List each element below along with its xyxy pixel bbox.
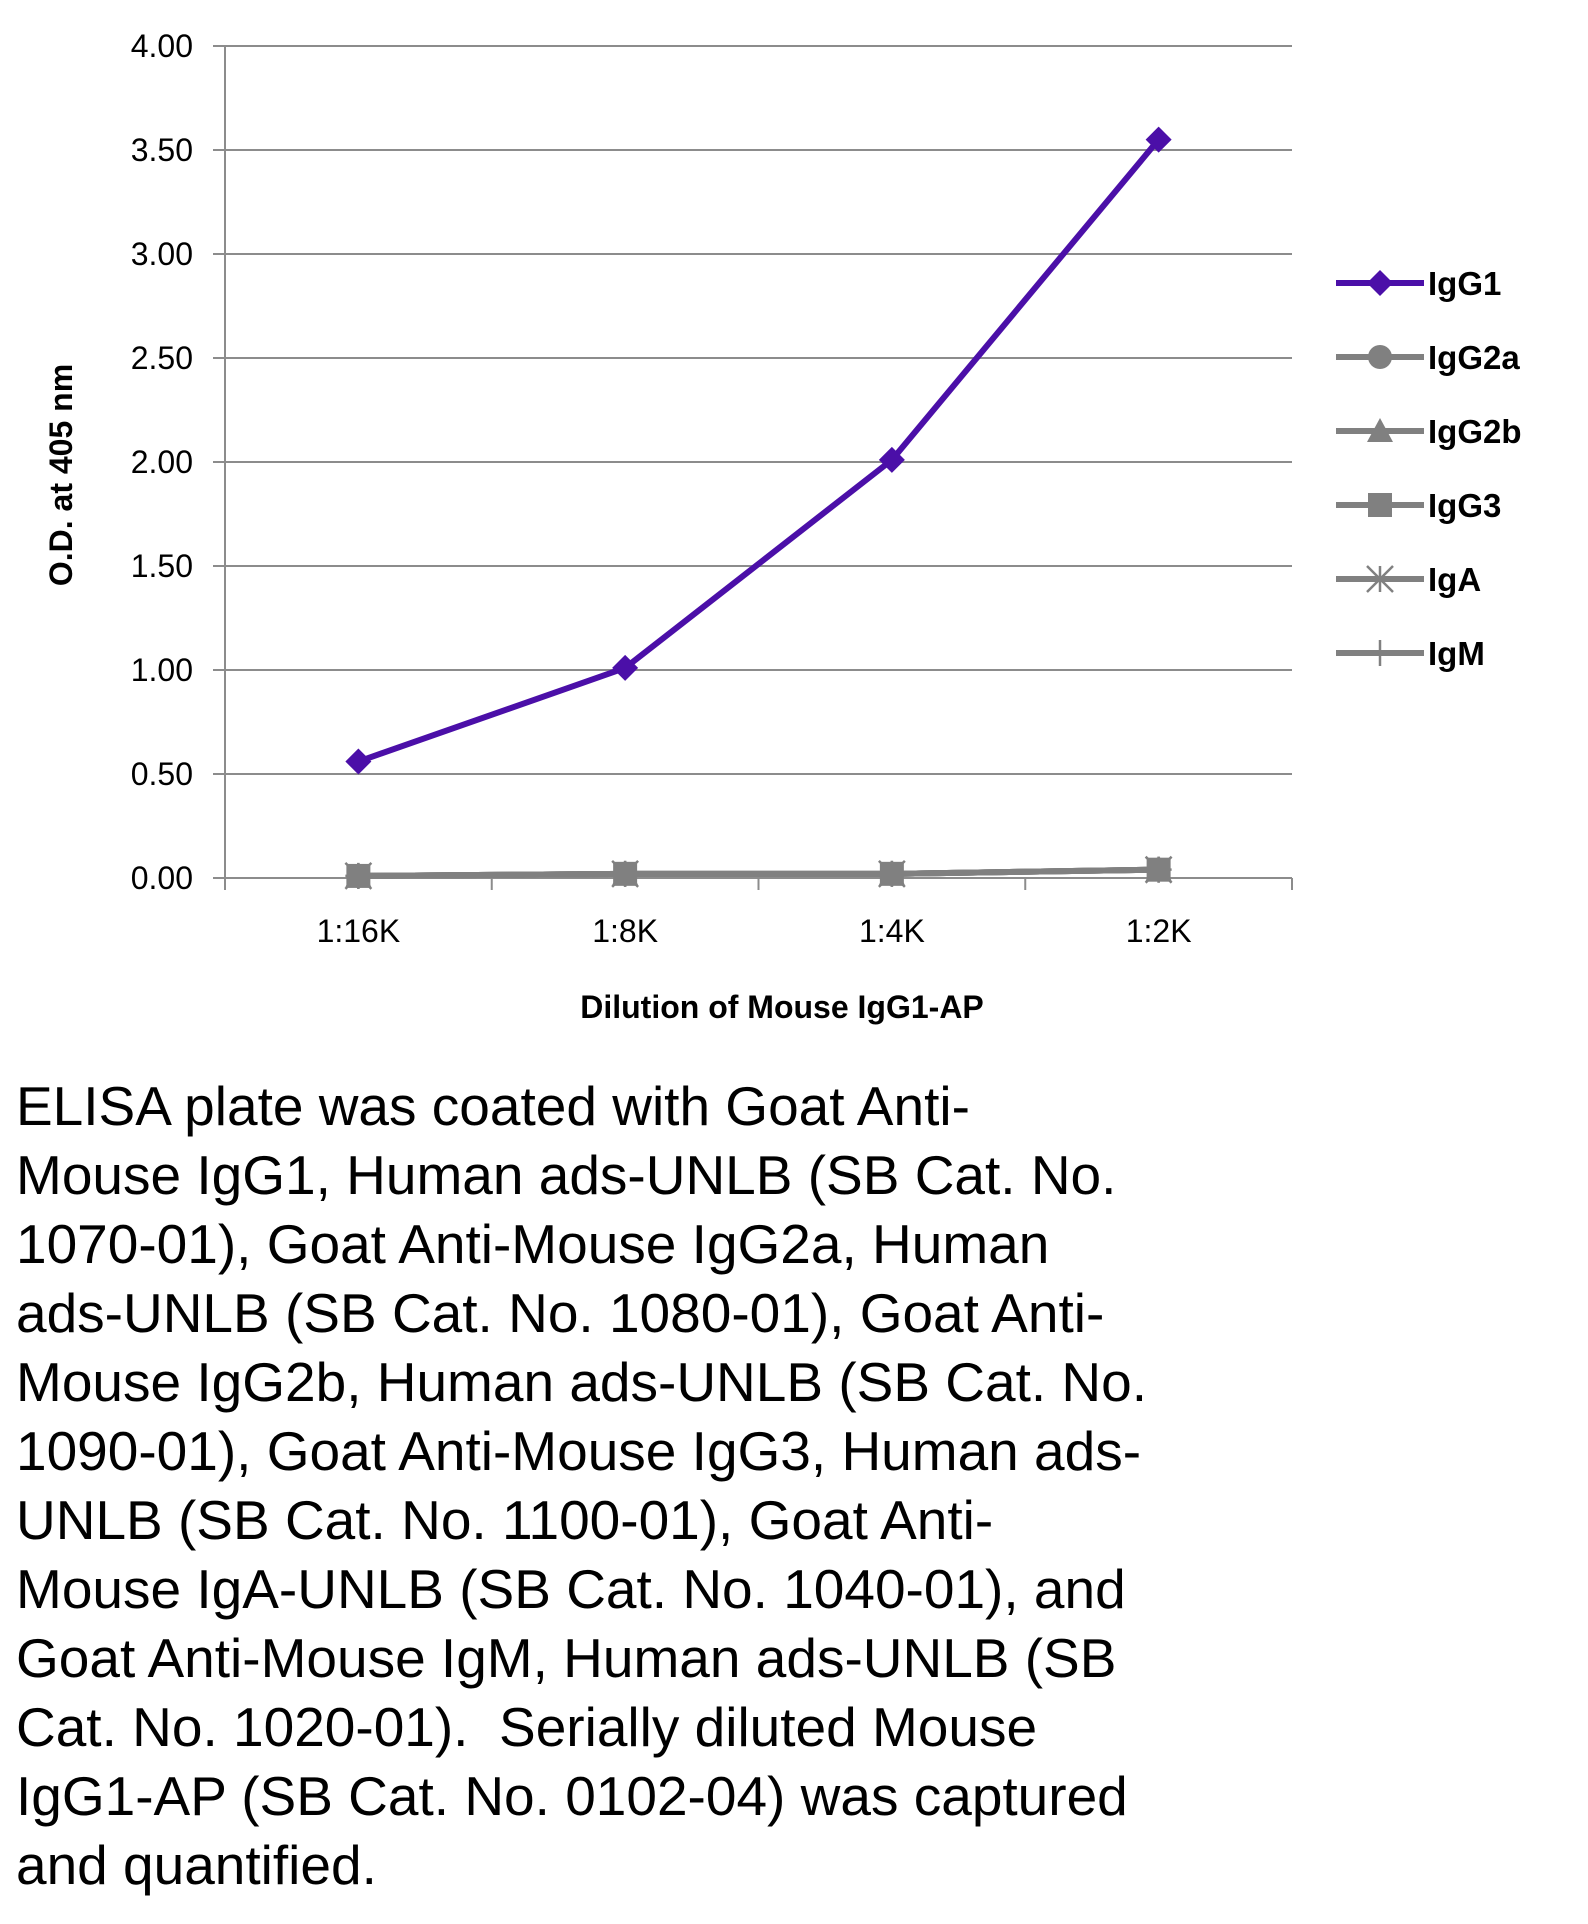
legend-marker-igg2a xyxy=(1368,345,1392,369)
legend: IgG1 IgG2a IgG2b IgG3 IgA IgM xyxy=(1336,265,1522,672)
y-tick-label-6: 3.00 xyxy=(131,236,193,272)
point-igg1-2 xyxy=(878,446,905,473)
legend-item-iga: IgA xyxy=(1336,561,1481,598)
figure-caption: ELISA plate was coated with Goat Anti- M… xyxy=(16,1075,1148,1896)
gridlines xyxy=(225,45,1292,879)
series-line-igg1 xyxy=(357,137,1161,765)
y-axis-title: O.D. at 405 nm xyxy=(43,364,79,586)
y-tick-label-3: 1.50 xyxy=(131,548,193,584)
y-tick-label-2: 1.00 xyxy=(131,652,193,688)
x-axis-title: Dilution of Mouse IgG1-AP xyxy=(580,989,984,1025)
legend-marker-iga xyxy=(1366,565,1394,593)
x-tick-label-2: 1:4K xyxy=(859,913,925,949)
legend-marker-igg2b xyxy=(1367,418,1393,442)
y-tick-label-5: 2.50 xyxy=(131,340,193,376)
legend-label-igg1: IgG1 xyxy=(1428,265,1501,302)
point-igg2a-0 xyxy=(346,863,371,888)
legend-marker-igg1 xyxy=(1367,270,1393,296)
chart-svg: 0.00 0.50 1.00 1.50 2.00 2.50 3.00 3.50 4.00 1:16… xyxy=(43,28,1522,1025)
point-igg1-3 xyxy=(1145,126,1172,153)
x-tick-label-1: 1:8K xyxy=(592,913,658,949)
series-line-igg2a xyxy=(358,866,1159,879)
point-igg2a-1 xyxy=(613,861,638,886)
legend-label-iga: IgA xyxy=(1428,561,1481,598)
point-igg1-0 xyxy=(345,748,372,775)
legend-item-igg2a: IgG2a xyxy=(1336,339,1520,376)
series-lines xyxy=(344,126,1173,890)
y-tick-label-0: 0.00 xyxy=(131,860,193,896)
y-tick-label-8: 4.00 xyxy=(131,28,193,64)
point-igg2a-3 xyxy=(1146,857,1171,882)
point-igg1-1 xyxy=(612,654,639,681)
point-igg2a-2 xyxy=(879,861,904,886)
legend-item-igg1: IgG1 xyxy=(1336,265,1501,302)
series-igg2a xyxy=(346,857,1171,888)
legend-label-igg2a: IgG2a xyxy=(1428,339,1520,376)
y-tick-label-4: 2.00 xyxy=(131,444,193,480)
x-tick-label-3: 1:2K xyxy=(1126,913,1192,949)
elisa-line-chart: 0.00 0.50 1.00 1.50 2.00 2.50 3.00 3.50 4.00 1:16… xyxy=(43,28,1522,1025)
y-tick-label-7: 3.50 xyxy=(131,132,193,168)
legend-label-igg3: IgG3 xyxy=(1428,487,1501,524)
legend-label-igg2b: IgG2b xyxy=(1428,413,1522,450)
x-tick-label-0: 1:16K xyxy=(317,913,401,949)
legend-marker-igm xyxy=(1367,640,1393,666)
legend-item-igg2b: IgG2b xyxy=(1336,413,1522,450)
legend-label-igm: IgM xyxy=(1428,635,1485,672)
legend-item-igm: IgM xyxy=(1336,635,1485,672)
legend-item-igg3: IgG3 xyxy=(1336,487,1501,524)
axes: 0.00 0.50 1.00 1.50 2.00 2.50 3.00 3.50 4.00 1:16… xyxy=(131,28,1293,949)
y-tick-label-1: 0.50 xyxy=(131,756,193,792)
legend-marker-igg3 xyxy=(1368,493,1392,517)
series-igg1 xyxy=(345,126,1172,775)
